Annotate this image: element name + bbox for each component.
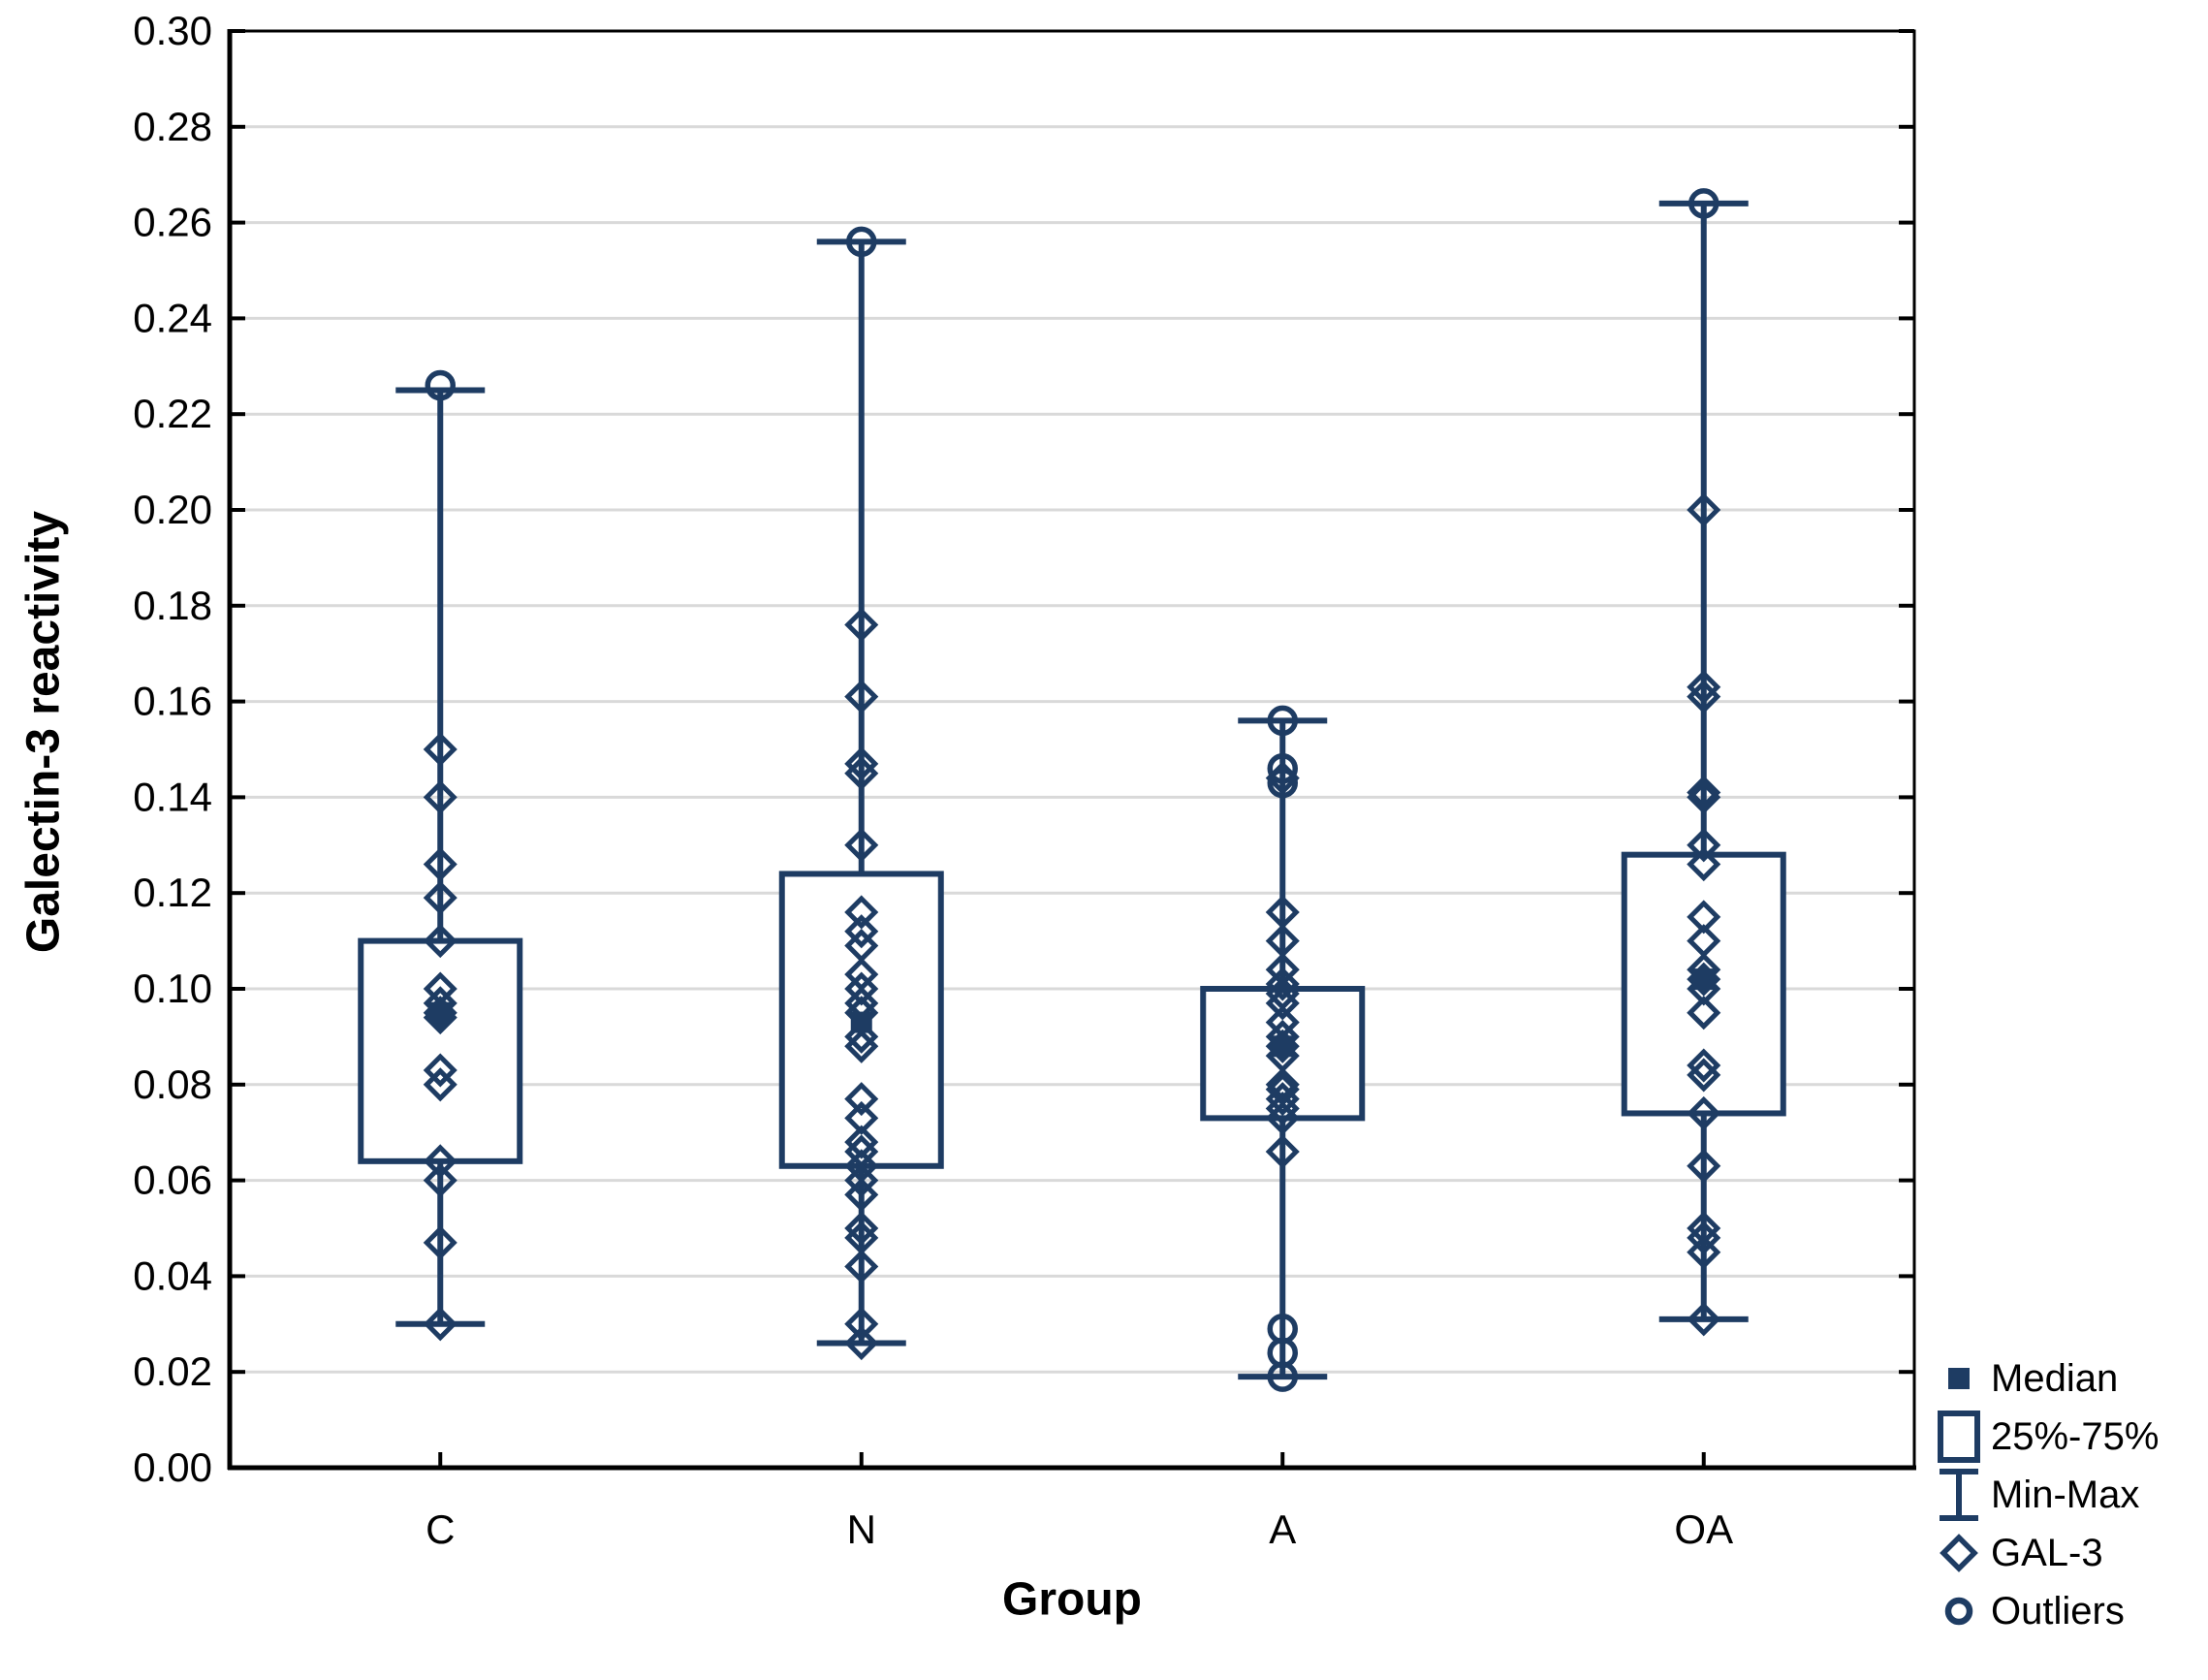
x-tick-label: A bbox=[1269, 1506, 1296, 1552]
gal3-point-C bbox=[423, 1163, 457, 1198]
gal3-point-OA bbox=[1687, 1095, 1721, 1130]
gal3-point-OA bbox=[1687, 680, 1721, 714]
gal3-diamond-icon bbox=[1927, 1526, 1991, 1580]
median-marker-C bbox=[429, 1001, 452, 1024]
y-tick-label: 0.26 bbox=[133, 200, 212, 245]
gal3-point-OA bbox=[1687, 828, 1721, 863]
gal3-point-A bbox=[1265, 1091, 1300, 1126]
gal3-point-A bbox=[1265, 1100, 1300, 1135]
gal3-point-C bbox=[423, 1053, 457, 1088]
gal3-point-OA bbox=[1687, 1149, 1721, 1184]
legend-item-iqr: 25%-75% bbox=[1927, 1408, 2159, 1466]
y-tick-label: 0.00 bbox=[133, 1444, 212, 1490]
gal3-point-N bbox=[844, 1177, 879, 1212]
y-axis-title: Galectin-3 reactivity bbox=[17, 510, 70, 954]
gal3-point-N bbox=[844, 608, 879, 643]
iqr-box-icon bbox=[1927, 1408, 1991, 1466]
median-square-icon bbox=[1927, 1351, 1991, 1406]
y-tick-label: 0.06 bbox=[133, 1157, 212, 1203]
gal3-point-OA bbox=[1687, 1235, 1721, 1270]
gal3-point-C bbox=[423, 847, 457, 882]
outlier-A bbox=[1267, 1361, 1298, 1392]
gal3-point-OA bbox=[1687, 775, 1721, 809]
gal3-point-A bbox=[1265, 1134, 1300, 1169]
outlier-N bbox=[846, 226, 877, 258]
legend-label: Outliers bbox=[1991, 1589, 2125, 1632]
y-tick-label: 0.14 bbox=[133, 774, 212, 819]
legend-label: Median bbox=[1991, 1356, 2119, 1400]
gal3-point-N bbox=[844, 1029, 879, 1063]
gal3-point-N bbox=[844, 1249, 879, 1284]
median-marker-N bbox=[850, 1011, 872, 1033]
gal3-point-N bbox=[844, 914, 879, 949]
gal3-point-A bbox=[1265, 1082, 1300, 1117]
gal3-point-OA bbox=[1687, 670, 1721, 705]
median-marker-A bbox=[1272, 1035, 1294, 1058]
legend-item-minmax: Min-Max bbox=[1927, 1466, 2159, 1524]
plot-frame bbox=[228, 29, 1916, 1470]
gal3-point-N bbox=[844, 1163, 879, 1198]
gal3-point-C bbox=[423, 732, 457, 767]
gal3-point-OA bbox=[1687, 779, 1721, 814]
legend: Median 25%-75% Min-Max bbox=[1927, 1349, 2159, 1640]
gal3-point-N bbox=[844, 828, 879, 863]
gal3-point-C bbox=[423, 779, 457, 814]
x-tick-label: C bbox=[426, 1506, 455, 1552]
y-tick-label: 0.12 bbox=[133, 870, 212, 915]
outlier-A bbox=[1267, 705, 1298, 737]
y-tick-label: 0.30 bbox=[133, 8, 212, 53]
y-tick-label: 0.28 bbox=[133, 104, 212, 149]
gal3-point-OA bbox=[1687, 1048, 1721, 1083]
x-tick-label: OA bbox=[1674, 1506, 1733, 1552]
gal3-point-OA bbox=[1687, 996, 1721, 1030]
gal3-point-C bbox=[423, 1307, 457, 1342]
y-tick-label: 0.10 bbox=[133, 966, 212, 1011]
gal3-point-N bbox=[844, 746, 879, 781]
gal3-point-OA bbox=[1687, 847, 1721, 882]
outlier-circle-icon bbox=[1927, 1584, 1991, 1638]
gal3-point-OA bbox=[1687, 492, 1721, 527]
y-tick-label: 0.08 bbox=[133, 1062, 212, 1107]
x-axis-title: Group bbox=[1002, 1573, 1142, 1626]
outlier-C bbox=[425, 369, 456, 401]
y-tick-label: 0.20 bbox=[133, 487, 212, 532]
gal3-point-C bbox=[423, 1225, 457, 1260]
y-tick-label: 0.02 bbox=[133, 1348, 212, 1394]
outlier-A bbox=[1267, 767, 1298, 799]
gal3-point-N bbox=[844, 1211, 879, 1246]
gal3-point-OA bbox=[1687, 1302, 1721, 1337]
gal3-point-C bbox=[423, 924, 457, 959]
legend-label: GAL-3 bbox=[1991, 1531, 2103, 1574]
outlier-A bbox=[1267, 753, 1298, 784]
gal3-point-OA bbox=[1687, 1220, 1721, 1255]
gal3-point-N bbox=[844, 680, 879, 714]
x-tick-label: N bbox=[847, 1506, 876, 1552]
outlier-OA bbox=[1688, 188, 1719, 219]
y-tick-label: 0.16 bbox=[133, 679, 212, 724]
legend-item-gal3: GAL-3 bbox=[1927, 1524, 2159, 1582]
gal3-point-N bbox=[844, 1307, 879, 1342]
legend-item-median: Median bbox=[1927, 1349, 2159, 1408]
y-tick-label: 0.04 bbox=[133, 1252, 212, 1298]
gal3-point-OA bbox=[1687, 1058, 1721, 1093]
gal3-point-N bbox=[844, 895, 879, 930]
legend-item-outliers: Outliers bbox=[1927, 1582, 2159, 1640]
gal3-point-N bbox=[844, 756, 879, 791]
gal3-point-A bbox=[1265, 967, 1300, 1001]
gal3-point-N bbox=[844, 1326, 879, 1361]
legend-label: 25%-75% bbox=[1991, 1414, 2160, 1458]
median-marker-OA bbox=[1692, 968, 1715, 991]
legend-label: Min-Max bbox=[1991, 1473, 2140, 1516]
gal3-point-N bbox=[844, 1082, 879, 1117]
gal3-point-C bbox=[423, 880, 457, 915]
gal3-point-A bbox=[1265, 986, 1300, 1021]
y-tick-label: 0.18 bbox=[133, 583, 212, 628]
y-tick-label: 0.22 bbox=[133, 391, 212, 436]
y-tick-label: 0.24 bbox=[133, 295, 212, 340]
minmax-whisker-icon bbox=[1927, 1466, 1991, 1524]
gal3-point-C bbox=[423, 1144, 457, 1179]
gal3-point-C bbox=[423, 1067, 457, 1102]
